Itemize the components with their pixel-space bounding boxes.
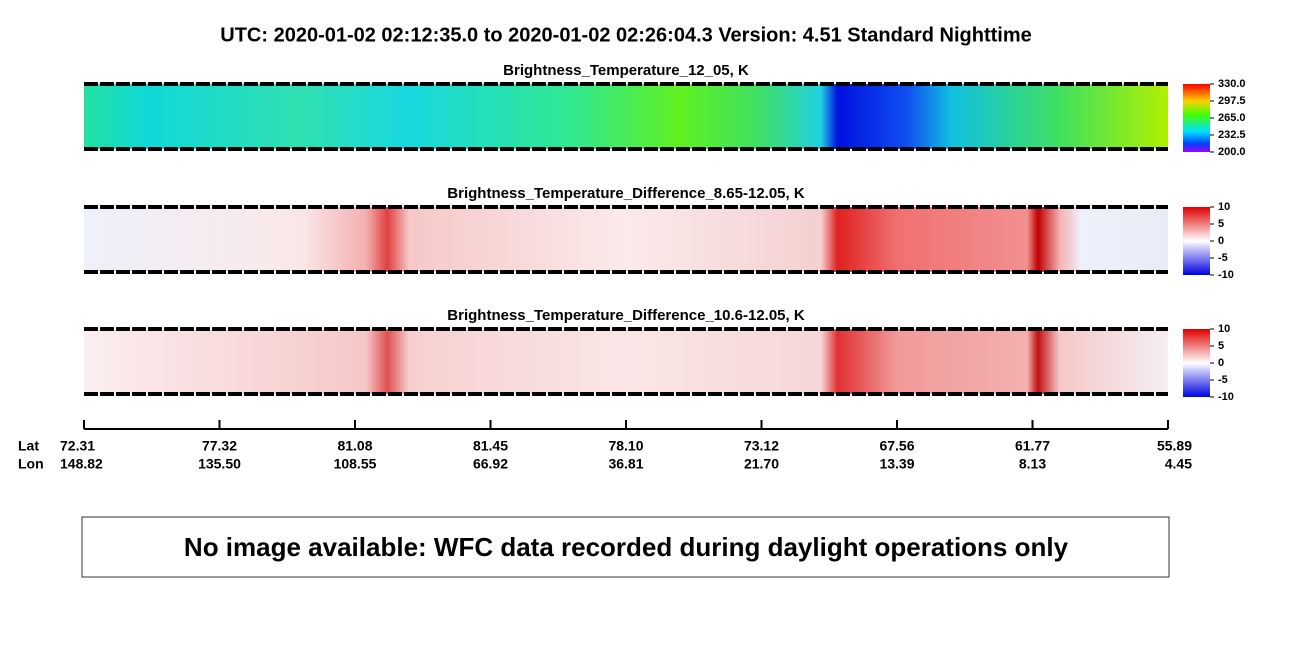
panel-title: Brightness_Temperature_12_05, K [503, 62, 749, 79]
colorbar-label: 0 [1218, 235, 1224, 247]
lat-value: 55.89 [1157, 438, 1192, 454]
colorbar-label: -10 [1218, 391, 1234, 403]
lon-value: 148.82 [60, 456, 103, 472]
lat-value: 73.12 [744, 438, 779, 454]
image-strip [84, 84, 1168, 149]
lat-value: 72.31 [60, 438, 95, 454]
lat-label: Lat [18, 438, 39, 454]
message-box [81, 516, 1170, 578]
colorbar-label: 5 [1218, 218, 1224, 230]
lon-label: Lon [18, 456, 44, 472]
message: No image available: WFC data recorded du… [184, 532, 1069, 562]
panel-title: Brightness_Temperature_Difference_10.6-1… [447, 307, 805, 324]
lon-value: 66.92 [473, 456, 508, 472]
colorbar-label: 265.0 [1218, 112, 1246, 124]
colorbar-label: 0 [1218, 357, 1224, 369]
colorbar-label: 232.5 [1218, 129, 1246, 141]
colorbar-label: 297.5 [1218, 95, 1246, 107]
colorbar [1183, 84, 1210, 152]
colorbar-label: -10 [1218, 269, 1234, 281]
colorbar-label: -5 [1218, 252, 1228, 264]
lon-value: 108.55 [334, 456, 377, 472]
lat-value: 67.56 [879, 438, 914, 454]
panel-title: Brightness_Temperature_Difference_8.65-1… [447, 185, 805, 202]
lat-value: 81.08 [337, 438, 372, 454]
colorbar [1183, 207, 1210, 275]
lon-value: 135.50 [198, 456, 241, 472]
lat-value: 81.45 [473, 438, 508, 454]
lon-value: 13.39 [879, 456, 914, 472]
colorbar-label: 200.0 [1218, 146, 1246, 158]
lat-value: 78.10 [608, 438, 643, 454]
colorbar-label: 330.0 [1218, 78, 1246, 90]
colorbar [1183, 329, 1210, 397]
lon-value: 21.70 [744, 456, 779, 472]
lon-value: 4.45 [1165, 456, 1192, 472]
image-strip [84, 329, 1168, 394]
colorbar-label: -5 [1218, 374, 1228, 386]
colorbar-label: 5 [1218, 340, 1224, 352]
lat-value: 61.77 [1015, 438, 1050, 454]
image-strip [84, 207, 1168, 272]
lon-value: 8.13 [1019, 456, 1046, 472]
colorbar-label: 10 [1218, 201, 1230, 213]
colorbar-label: 10 [1218, 323, 1230, 335]
lon-value: 36.81 [608, 456, 643, 472]
lat-value: 77.32 [202, 438, 237, 454]
page-title: UTC: 2020-01-02 02:12:35.0 to 2020-01-02… [220, 24, 1031, 46]
